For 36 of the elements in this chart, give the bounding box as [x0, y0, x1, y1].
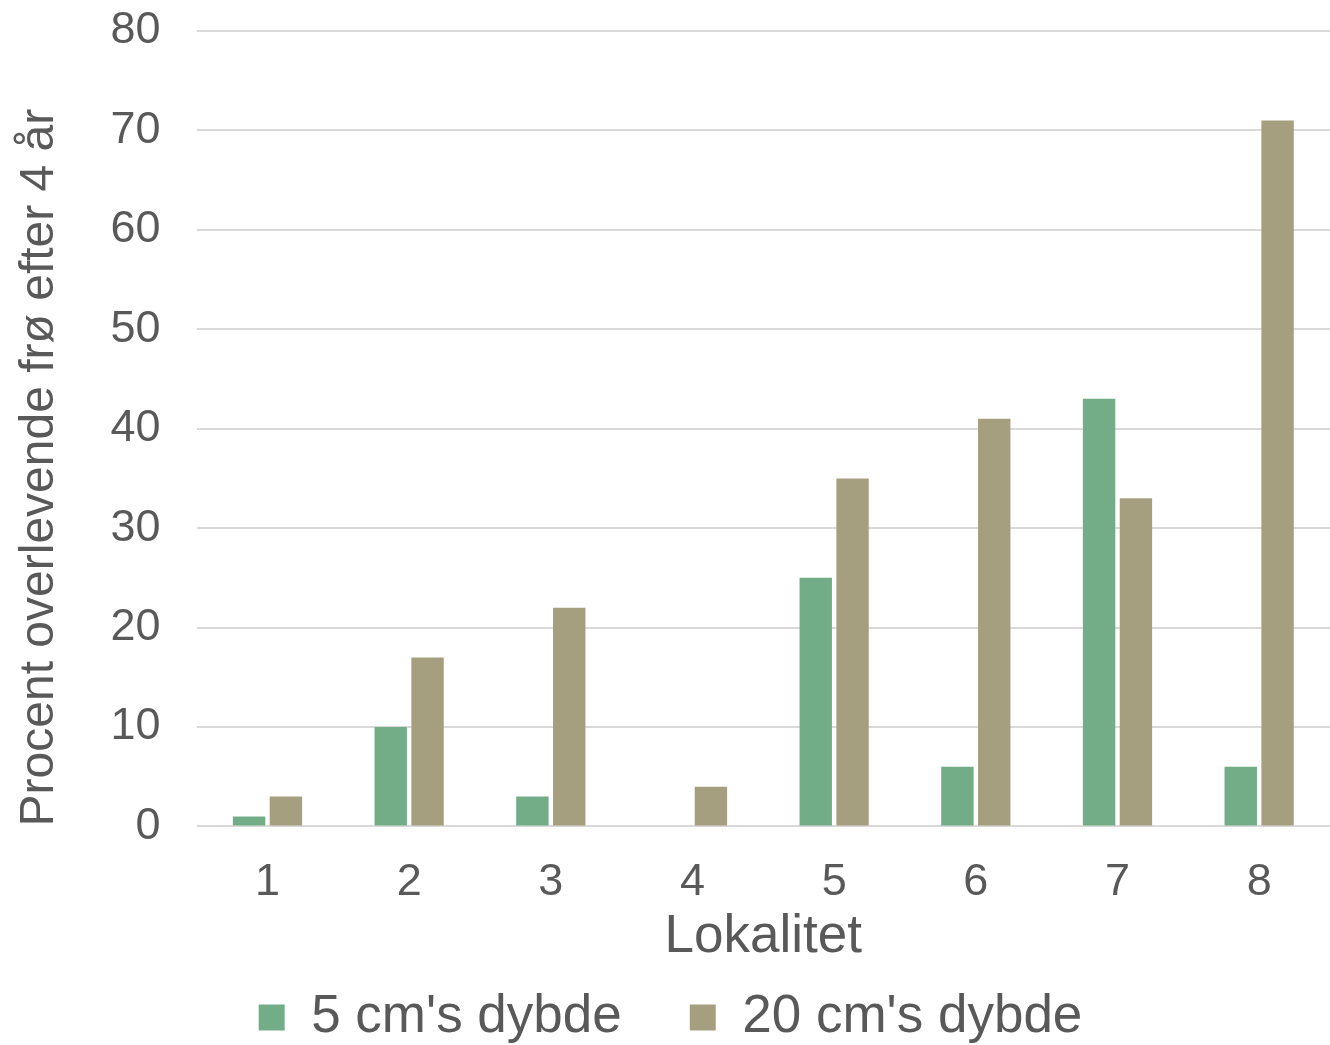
y-tick-label: 20 — [110, 598, 161, 650]
bar — [1119, 498, 1153, 826]
bar — [1224, 766, 1257, 826]
x-tick-label: 4 — [679, 854, 706, 906]
bar — [269, 796, 303, 826]
bar — [411, 657, 444, 826]
y-tick-label: 40 — [110, 400, 161, 452]
x-tick-label: 1 — [254, 854, 280, 906]
bar — [553, 607, 586, 826]
bar — [232, 816, 266, 826]
y-tick-label: 0 — [135, 797, 161, 849]
bar — [374, 726, 407, 826]
bar — [941, 766, 974, 826]
y-tick-label: 30 — [110, 499, 161, 551]
y-tick-label: 80 — [110, 2, 161, 54]
bar — [1261, 120, 1294, 826]
x-tick-label: 2 — [396, 854, 422, 906]
x-tick-label: 8 — [1246, 854, 1272, 906]
y-tick-label: 10 — [110, 698, 161, 750]
legend-label: 20 cm's dybde — [742, 984, 1083, 1044]
x-tick-label: 6 — [963, 854, 989, 906]
bar — [799, 577, 832, 826]
bar — [694, 786, 728, 826]
bar — [978, 418, 1011, 826]
x-tick-label: 3 — [538, 854, 564, 906]
bar — [1082, 398, 1116, 826]
y-tick-label: 50 — [110, 300, 161, 352]
legend-label: 5 cm's dybde — [311, 984, 622, 1044]
bar — [836, 478, 869, 826]
y-axis-title: Procent overlevende frø efter 4 år — [10, 108, 64, 827]
x-tick-label: 7 — [1104, 854, 1131, 906]
x-axis-title: Lokalitet — [664, 903, 863, 963]
y-tick-label: 70 — [110, 101, 161, 153]
y-tick-label: 60 — [110, 201, 161, 253]
x-tick-label: 5 — [821, 854, 847, 906]
bar — [516, 796, 549, 826]
